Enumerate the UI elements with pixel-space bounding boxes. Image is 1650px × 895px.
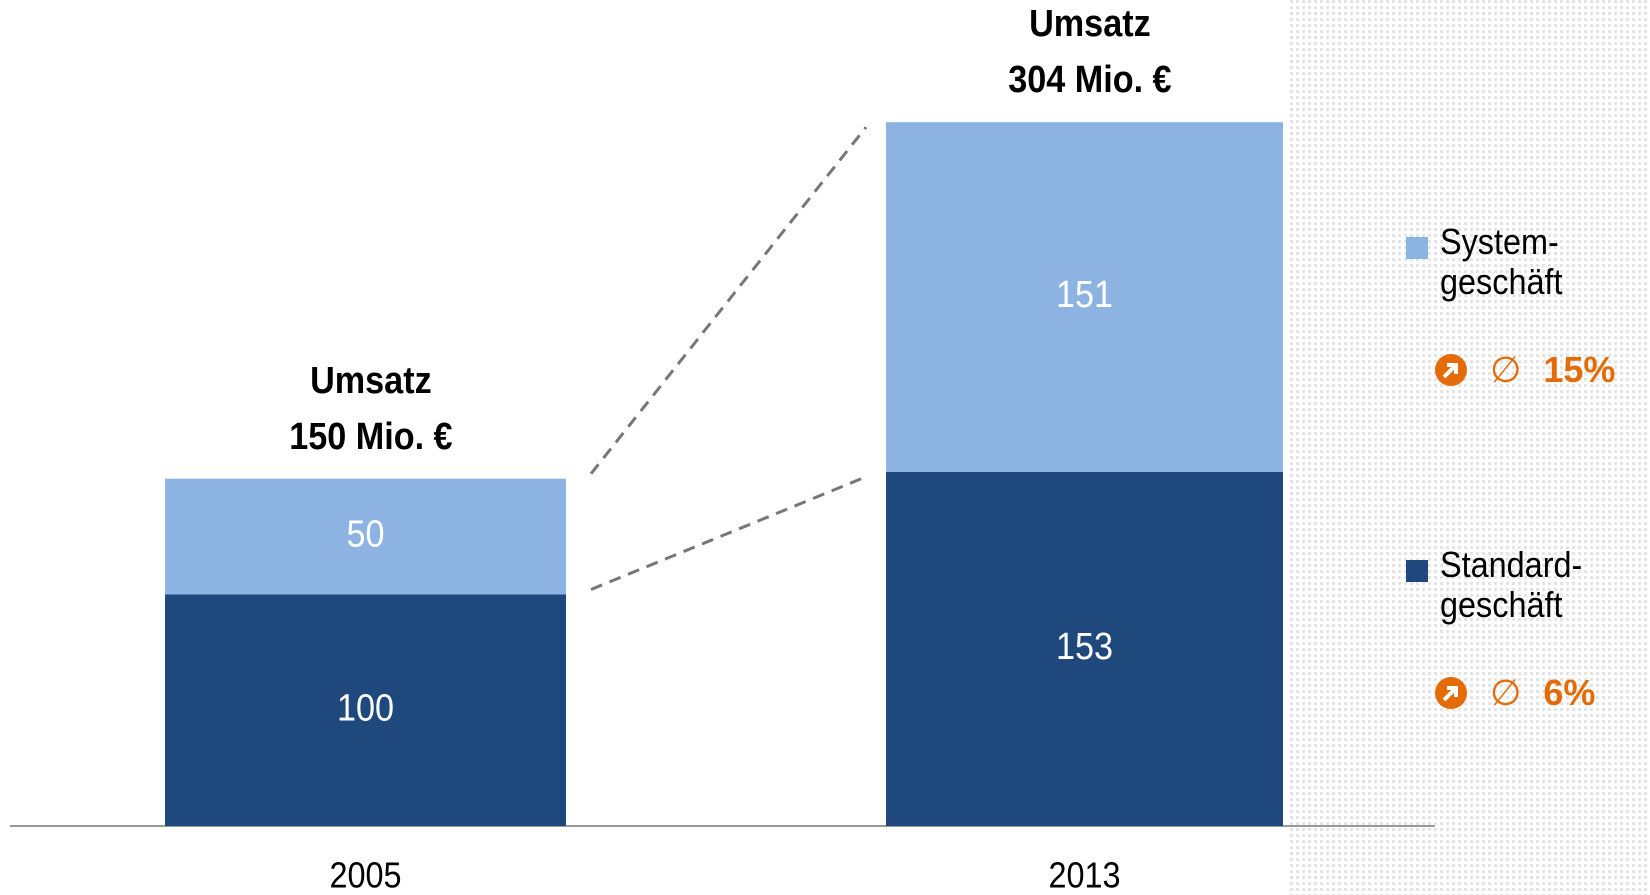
connector bbox=[590, 475, 867, 591]
bar-segment bbox=[886, 471, 1283, 826]
bar-segment bbox=[886, 122, 1283, 472]
x-tick-label: 2013 bbox=[1048, 856, 1120, 895]
legend-swatch bbox=[1406, 560, 1428, 582]
value-label: 100 bbox=[337, 686, 394, 729]
total-title: Umsatz bbox=[310, 358, 432, 401]
legend-label: System- geschäft bbox=[1440, 221, 1563, 302]
value-label: 153 bbox=[1056, 624, 1113, 667]
growth-icon bbox=[1435, 354, 1467, 386]
x-tick-label: 2005 bbox=[329, 856, 401, 895]
legend-label: Standard- geschäft bbox=[1440, 544, 1583, 625]
growth: ∅ 6% bbox=[1434, 672, 1595, 714]
growth: ∅ 15% bbox=[1434, 349, 1615, 391]
total-label: 304 Mio. € bbox=[1008, 58, 1171, 101]
background-texture bbox=[1290, 0, 1650, 895]
bar-segment bbox=[165, 478, 566, 595]
growth-prefix: ∅ bbox=[1490, 349, 1522, 390]
legend-swatch bbox=[1406, 237, 1428, 259]
growth-rate: 6% bbox=[1543, 672, 1596, 713]
value-label: 151 bbox=[1056, 272, 1113, 315]
growth-rate: 15% bbox=[1543, 349, 1616, 390]
value-label: 50 bbox=[346, 512, 384, 555]
bar-segment bbox=[165, 594, 566, 826]
growth-icon bbox=[1435, 677, 1467, 709]
total-title: Umsatz bbox=[1029, 2, 1151, 45]
total-label: 150 Mio. € bbox=[289, 414, 452, 457]
growth-prefix: ∅ bbox=[1490, 672, 1522, 713]
connector bbox=[589, 126, 868, 475]
